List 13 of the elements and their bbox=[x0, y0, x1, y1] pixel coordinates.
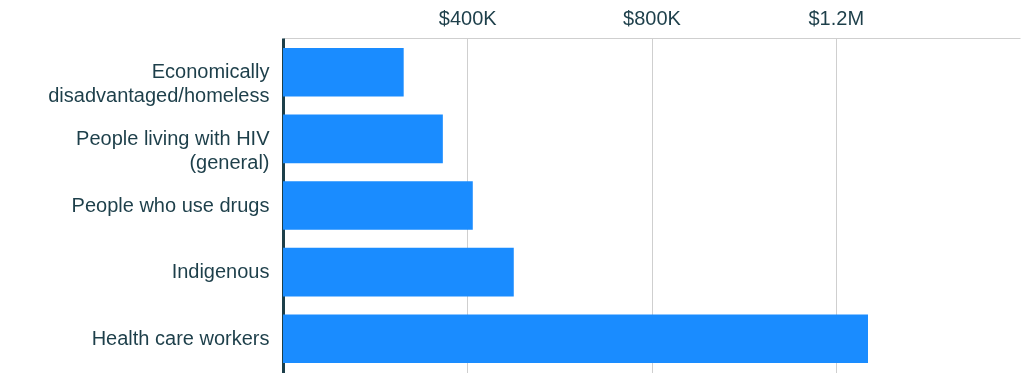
y-tick-label: Health care workers bbox=[91, 326, 270, 349]
y-tick-label: People who use drugs bbox=[71, 193, 270, 216]
y-tick-label: Economically disadvantaged/homeless bbox=[48, 60, 270, 107]
bar bbox=[283, 114, 443, 164]
y-tick-label: People living with HIV (general) bbox=[76, 126, 271, 173]
x-tick-label: $400K bbox=[438, 6, 498, 29]
bar bbox=[283, 314, 868, 364]
x-tick-label: $1.2M bbox=[808, 6, 865, 29]
y-tick-label: Indigenous bbox=[171, 260, 270, 283]
bar bbox=[283, 181, 473, 230]
bar bbox=[283, 247, 514, 297]
x-tick-label: $800K bbox=[623, 6, 682, 29]
bar bbox=[283, 47, 404, 97]
